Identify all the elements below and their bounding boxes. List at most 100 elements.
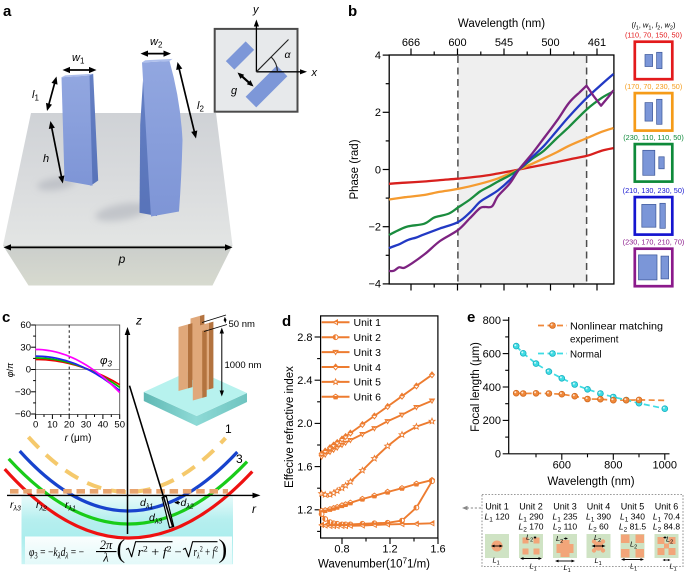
svg-text:h: h xyxy=(43,153,49,165)
svg-text:dλ3: dλ3 xyxy=(149,512,162,526)
svg-text:−60: −60 xyxy=(15,409,31,420)
svg-text:Unit 4: Unit 4 xyxy=(354,362,382,374)
svg-text:2.0: 2.0 xyxy=(297,418,312,430)
svg-text:(230, 110, 110, 50): (230, 110, 110, 50) xyxy=(623,133,684,142)
svg-text:1.6: 1.6 xyxy=(430,544,445,556)
svg-text:Unit 4: Unit 4 xyxy=(587,502,611,512)
svg-text:p: p xyxy=(118,252,126,266)
svg-text:600: 600 xyxy=(483,348,501,360)
svg-text:Nonlinear matching: Nonlinear matching xyxy=(570,321,663,332)
svg-text:800: 800 xyxy=(483,315,501,327)
svg-text:Unit 1: Unit 1 xyxy=(354,317,382,329)
svg-text:(230, 170, 210, 70): (230, 170, 210, 70) xyxy=(623,238,685,247)
svg-text:Wavelength (nm): Wavelength (nm) xyxy=(458,18,545,30)
svg-text:0: 0 xyxy=(33,420,38,431)
svg-text:1000: 1000 xyxy=(653,460,677,472)
svg-text:1000 nm: 1000 nm xyxy=(225,360,262,371)
svg-text:l2: l2 xyxy=(197,100,204,114)
svg-text:L2: L2 xyxy=(666,535,673,546)
svg-text:L1: L1 xyxy=(630,562,637,573)
svg-text:2.4: 2.4 xyxy=(297,375,312,387)
svg-text:0: 0 xyxy=(495,449,501,461)
svg-text:rλ2 + f2: rλ2 + f2 xyxy=(194,544,219,561)
svg-text:L1: L1 xyxy=(564,563,571,574)
svg-text:): ) xyxy=(219,535,228,564)
svg-text:400: 400 xyxy=(483,382,501,394)
svg-text:10: 10 xyxy=(47,420,58,431)
svg-text:b: b xyxy=(348,3,357,20)
svg-text:L2: L2 xyxy=(630,540,637,551)
svg-text:461: 461 xyxy=(588,37,606,49)
svg-text:Unit 2: Unit 2 xyxy=(354,332,382,344)
svg-text:a: a xyxy=(3,3,12,20)
svg-text:L1: L1 xyxy=(670,562,677,573)
svg-text:L1 290: L1 290 xyxy=(519,512,544,524)
svg-text:L2 84.8: L2 84.8 xyxy=(653,521,681,533)
svg-text:L1: L1 xyxy=(595,556,602,567)
svg-text:α: α xyxy=(285,49,292,61)
svg-text:r: r xyxy=(252,502,257,516)
svg-text:L2: L2 xyxy=(526,533,533,544)
svg-text:50: 50 xyxy=(114,420,125,431)
svg-text:L1: L1 xyxy=(493,556,500,567)
svg-text:w2: w2 xyxy=(150,36,163,50)
svg-text:1.2: 1.2 xyxy=(297,505,312,517)
svg-text:1.2: 1.2 xyxy=(382,544,397,556)
svg-text:L1 120: L1 120 xyxy=(485,512,510,524)
svg-text:experiment: experiment xyxy=(570,334,619,345)
svg-text:L1: L1 xyxy=(530,562,537,573)
svg-text:(l1, w1, l2, w2): (l1, w1, l2, w2) xyxy=(632,21,676,32)
svg-text:0: 0 xyxy=(26,365,31,376)
svg-text:y: y xyxy=(252,4,260,16)
svg-text:g: g xyxy=(231,85,238,97)
svg-text:L1 340: L1 340 xyxy=(620,512,645,524)
svg-text:λ: λ xyxy=(102,551,109,565)
svg-text:Wavelength (nm): Wavelength (nm) xyxy=(547,476,634,488)
svg-text:Unit 6: Unit 6 xyxy=(655,502,679,512)
svg-text:50 nm: 50 nm xyxy=(229,319,255,330)
svg-text:Unit 5: Unit 5 xyxy=(621,502,645,512)
svg-text:L2: L2 xyxy=(594,533,601,544)
svg-text:Unit 2: Unit 2 xyxy=(519,502,543,512)
svg-text:dλ1: dλ1 xyxy=(140,497,153,511)
svg-text:(: ( xyxy=(117,535,126,564)
svg-text:800: 800 xyxy=(604,460,622,472)
svg-text:Focal length (μm): Focal length (μm) xyxy=(470,342,482,432)
svg-text:Effecive refractive index: Effecive refractive index xyxy=(284,366,296,488)
svg-text:−2: −2 xyxy=(368,222,381,234)
svg-text:φ3: φ3 xyxy=(100,355,113,369)
svg-text:L2 81.5: L2 81.5 xyxy=(619,521,647,533)
svg-text:−: − xyxy=(175,545,182,559)
svg-text:w1: w1 xyxy=(72,52,85,66)
svg-text:545: 545 xyxy=(495,37,513,49)
svg-text:Wavenumber(1071/m): Wavenumber(1071/m) xyxy=(318,557,430,571)
svg-text:666: 666 xyxy=(402,37,420,49)
svg-text:e: e xyxy=(467,309,475,326)
svg-text:φ/π: φ/π xyxy=(5,362,15,377)
svg-text:L2 110: L2 110 xyxy=(553,521,578,533)
svg-text:0: 0 xyxy=(375,164,381,176)
svg-text:Unit 5: Unit 5 xyxy=(354,377,382,389)
svg-text:x: x xyxy=(311,67,318,79)
svg-text:L1 235: L1 235 xyxy=(553,512,578,524)
svg-text:L2: L2 xyxy=(556,534,563,545)
svg-text:φ3 = −kλdλ = −: φ3 = −kλdλ = − xyxy=(29,545,84,561)
svg-text:60: 60 xyxy=(20,320,31,331)
svg-text:2π: 2π xyxy=(100,538,113,552)
svg-text:l1: l1 xyxy=(32,89,39,103)
svg-text:Unit 6: Unit 6 xyxy=(354,392,382,404)
svg-text:600: 600 xyxy=(553,460,571,472)
svg-text:−4: −4 xyxy=(368,279,381,291)
svg-text:z: z xyxy=(135,314,142,328)
svg-text:0.8: 0.8 xyxy=(334,544,349,556)
svg-text:rλ1: rλ1 xyxy=(65,499,76,513)
svg-text:Phase (rad): Phase (rad) xyxy=(349,139,361,199)
svg-text:Unit 1: Unit 1 xyxy=(485,502,509,512)
svg-text:(110, 70, 150, 50): (110, 70, 150, 50) xyxy=(625,31,682,40)
svg-text:2: 2 xyxy=(375,107,381,119)
svg-text:Unit 3: Unit 3 xyxy=(553,502,577,512)
svg-text:1: 1 xyxy=(225,422,232,436)
svg-text:r (μm): r (μm) xyxy=(65,433,92,444)
svg-text:(210, 130, 230, 50): (210, 130, 230, 50) xyxy=(623,186,685,195)
svg-text:1.6: 1.6 xyxy=(297,461,312,473)
